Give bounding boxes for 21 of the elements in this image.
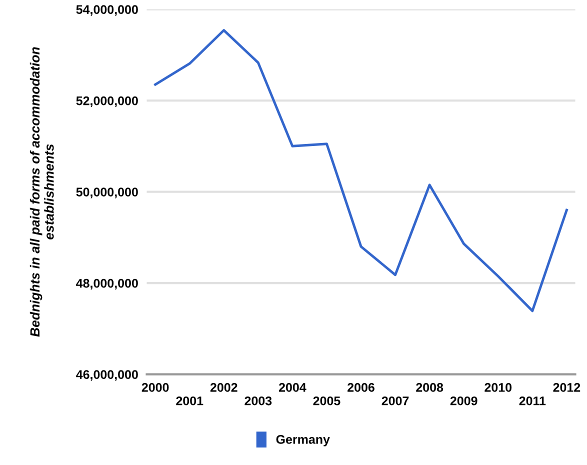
x-tick-label: 2008 (416, 382, 444, 392)
x-tick-label: 2010 (484, 382, 512, 392)
x-tick-label: 2003 (244, 396, 272, 406)
x-tick-label: 2009 (450, 396, 478, 406)
x-tick-label: 2007 (382, 396, 409, 406)
x-tick-label: 2012 (553, 382, 580, 392)
x-tick-label: 2005 (313, 396, 340, 406)
y-tick-label: 48,000,000 (76, 278, 138, 290)
legend-label: Germany (276, 434, 330, 446)
x-tick-label: 2002 (210, 382, 238, 392)
line-series (154, 29, 568, 312)
y-tick-label: 46,000,000 (76, 370, 138, 381)
y-tick-label: 52,000,000 (76, 96, 138, 108)
x-tick-label: 2004 (278, 382, 306, 392)
x-tick-label: 2011 (519, 396, 546, 406)
x-tick-label: 2001 (176, 396, 204, 406)
x-tick-label: 2006 (348, 382, 374, 392)
y-tick-label: 54,000,000 (76, 5, 138, 16)
y-tick-label: 50,000,000 (76, 188, 138, 198)
y-axis-title: Bednights in all paid forms of accommodation establishments (30, 47, 54, 337)
x-tick-label: 2000 (142, 382, 169, 392)
